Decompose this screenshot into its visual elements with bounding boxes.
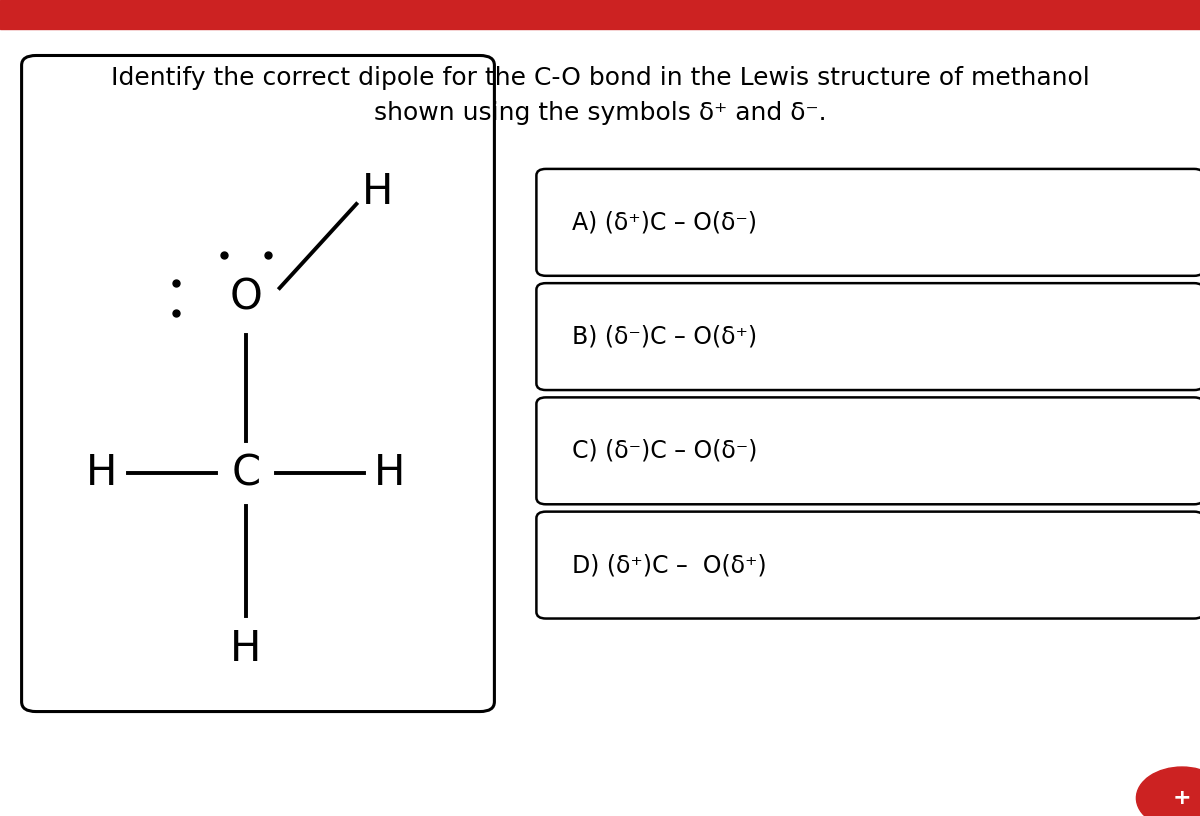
Text: +: + [1172,788,1192,808]
Text: O: O [229,277,263,319]
Text: shown using the symbols δ⁺ and δ⁻.: shown using the symbols δ⁺ and δ⁻. [373,100,827,125]
Text: H: H [230,628,262,670]
Text: D) (δ⁺)C –  O(δ⁺): D) (δ⁺)C – O(δ⁺) [572,553,767,577]
FancyBboxPatch shape [22,55,494,712]
Text: A) (δ⁺)C – O(δ⁻): A) (δ⁺)C – O(δ⁻) [572,211,757,234]
FancyBboxPatch shape [536,283,1200,390]
FancyBboxPatch shape [536,169,1200,276]
Text: C) (δ⁻)C – O(δ⁻): C) (δ⁻)C – O(δ⁻) [572,439,757,463]
Circle shape [1136,767,1200,816]
Text: H: H [86,452,118,494]
Text: B) (δ⁻)C – O(δ⁺): B) (δ⁻)C – O(δ⁺) [572,325,757,348]
FancyBboxPatch shape [536,397,1200,504]
Text: Identify the correct dipole for the C-O bond in the Lewis structure of methanol: Identify the correct dipole for the C-O … [110,65,1090,90]
Text: H: H [362,171,394,213]
Text: H: H [374,452,406,494]
Bar [0,0,1200,29]
Text: C: C [232,452,260,494]
FancyBboxPatch shape [536,512,1200,619]
